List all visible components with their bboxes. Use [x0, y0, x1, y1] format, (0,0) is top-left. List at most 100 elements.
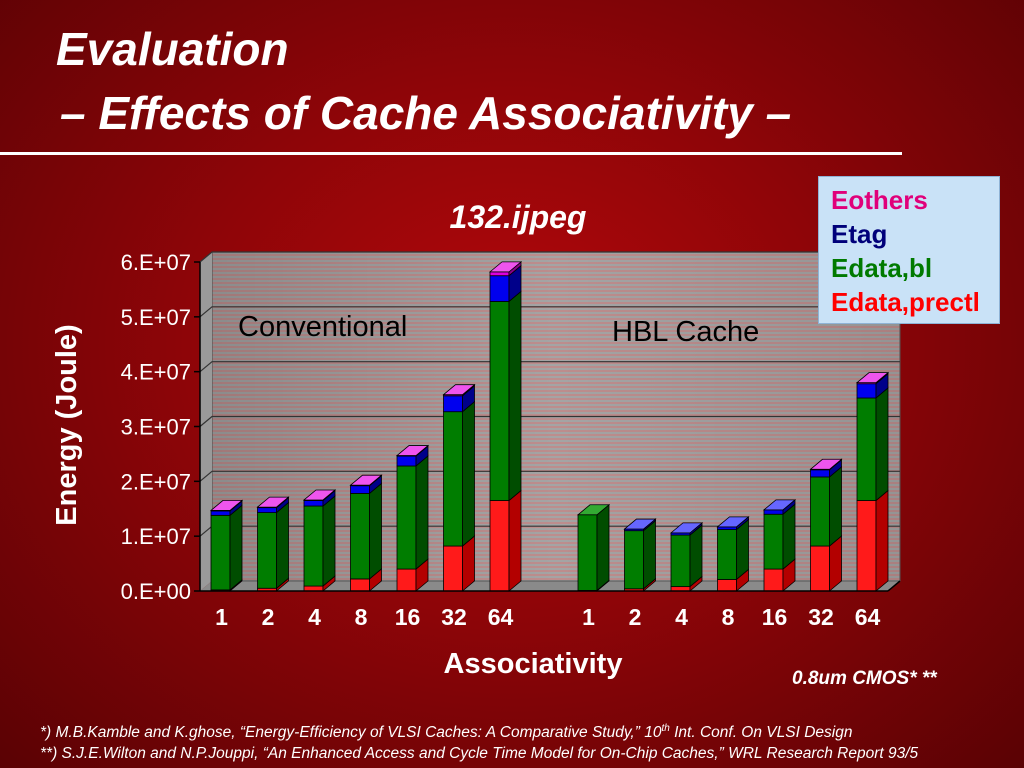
bar-hbl-32-edatabl-side: [829, 466, 842, 547]
reference-1-text: M.B.Kamble and K.ghose, “Energy-Efficien…: [51, 724, 662, 742]
bar-conv-1-top: [209, 499, 244, 511]
bar-conv-8-top: [349, 474, 383, 486]
x-axis-label: Associativity: [444, 648, 623, 680]
bar-hbl-16-edataprectl-front: [763, 568, 784, 592]
bar-hbl-8-etag-front: [717, 526, 737, 530]
bar-conv-2-edatabl-front: [257, 512, 277, 589]
reference-2-text: S.J.E.Wilton and N.P.Jouppi, “An Enhance…: [57, 745, 919, 763]
bar-hbl-16-etag-front: [763, 509, 784, 515]
bar-conv-64-top: [488, 261, 523, 273]
legend-item-etag: Etag: [831, 219, 888, 249]
y-tick-label: 5.E+07: [121, 305, 191, 330]
y-tick-label: 3.E+07: [121, 415, 191, 440]
x-tick-label: 16: [395, 604, 421, 630]
reference-1-tail: Int. Conf. On VLSI Design: [669, 724, 853, 742]
bar-hbl-2-edatabl-front: [624, 530, 644, 590]
reference-1-sup: th: [661, 723, 670, 734]
bar-hbl-16-edatabl-front: [763, 513, 784, 570]
bar-conv-2-etag-front: [257, 507, 277, 513]
bar-hbl-8-edataprectl-front: [717, 579, 737, 592]
x-tick-label: 1: [215, 604, 228, 630]
bar-hbl-4-edatabl-front: [670, 534, 691, 588]
bar-hbl-8-edatabl-front: [717, 529, 737, 580]
bar-conv-64-edataprectl-front: [489, 500, 510, 592]
x-tick-label: 2: [629, 604, 642, 630]
legend-item-eothers: Eothers: [831, 185, 928, 215]
bar-conv-64-edataprectl-side: [508, 489, 522, 592]
group-label-conventional: Conventional: [238, 311, 407, 343]
bar-hbl-16-edatabl-side: [782, 503, 796, 570]
bar-hbl-32-edataprectl-front: [810, 545, 830, 592]
bar-conv-2-edatabl-side: [276, 501, 289, 590]
x-tick-label: 32: [808, 604, 834, 630]
bar-hbl-8-top: [716, 516, 750, 528]
bar-conv-64-edatabl-side: [508, 290, 522, 502]
y-axis-label: Energy (Joule): [51, 324, 83, 525]
bar-conv-64-etag-front: [489, 275, 510, 302]
gridline: [199, 361, 900, 373]
bar-hbl-64-edatabl-side: [875, 387, 889, 502]
bar-conv-64-eothers-front: [489, 271, 510, 277]
bar-hbl-64-edataprectl-side: [875, 489, 889, 592]
reference-2-mark: **): [40, 745, 58, 763]
bar-conv-16-edatabl-front: [396, 465, 417, 570]
title-underline: [0, 152, 902, 155]
bar-hbl-2-edatabl-side: [643, 519, 656, 590]
x-tick-label: 4: [675, 604, 688, 630]
bar-hbl-1-edatabl-front: [577, 514, 598, 591]
bar-hbl-32-etag-front: [810, 469, 830, 478]
x-tick-label: 16: [762, 604, 788, 630]
bar-conv-8-edataprectl-front: [350, 578, 370, 592]
y-tick-label: 0.E+00: [121, 579, 191, 604]
bar-hbl-32-edatabl-front: [810, 476, 830, 547]
reference-1: *) M.B.Kamble and K.ghose, “Energy-Effic…: [40, 718, 918, 743]
legend: Eothers Etag Edata,bl Edata,prectl: [818, 176, 1000, 324]
x-tick-label: 1: [582, 604, 595, 630]
gridline: [199, 251, 900, 263]
bar-conv-1-edatabl-front: [210, 514, 231, 591]
x-tick-label: 8: [355, 604, 368, 630]
bar-hbl-16-top: [762, 499, 797, 511]
bar-conv-1-etag-front: [210, 510, 231, 516]
bar-conv-8-edatabl-side: [369, 482, 382, 580]
bar-hbl-64-etag-front: [856, 383, 877, 399]
bar-conv-4-etag-front: [303, 500, 324, 507]
bar-conv-8-etag-front: [350, 485, 370, 494]
bar-conv-4-top: [302, 489, 337, 501]
bar-hbl-64-edataprectl-front: [856, 500, 877, 592]
bar-hbl-2-top: [623, 518, 657, 530]
chart-title: 132.ijpeg: [450, 199, 587, 235]
bar-conv-32-etag-front: [443, 395, 463, 413]
bar-conv-64-edatabl-front: [489, 301, 510, 501]
bar-conv-32-edatabl-front: [443, 411, 463, 547]
gridline: [199, 415, 900, 427]
bar-hbl-4-top: [669, 522, 704, 534]
group-label-hbl: HBL Cache: [612, 316, 759, 348]
bar-conv-32-edataprectl-front: [443, 545, 463, 592]
bar-conv-16-etag-front: [396, 455, 417, 467]
bar-hbl-1-top: [576, 504, 611, 516]
legend-item-edata-bl: Edata,bl: [831, 253, 933, 283]
gridline: [199, 470, 900, 482]
gridline: [199, 306, 900, 318]
reference-2: **) S.J.E.Wilton and N.P.Jouppi, “An Enh…: [40, 743, 918, 764]
bar-conv-1-edatabl-side: [229, 504, 243, 591]
bar-conv-16-edataprectl-front: [396, 568, 417, 592]
references: *) M.B.Kamble and K.ghose, “Energy-Effic…: [40, 718, 918, 764]
x-tick-label: 2: [262, 604, 275, 630]
technology-note: 0.8um CMOS* **: [792, 668, 937, 689]
x-tick-label: 64: [488, 604, 514, 630]
bar-conv-16-top: [395, 445, 430, 456]
bar-conv-4-edatabl-front: [303, 505, 324, 587]
bar-hbl-64-edatabl-front: [856, 397, 877, 501]
y-tick-label: 2.E+07: [121, 469, 191, 494]
x-tick-label: 4: [308, 604, 321, 630]
y-tick-label: 1.E+07: [121, 524, 191, 549]
x-tick-label: 64: [855, 604, 881, 630]
bar-conv-8-edatabl-front: [350, 492, 370, 580]
bar-hbl-32-top: [809, 458, 843, 470]
bar-hbl-1-edatabl-side: [596, 503, 610, 592]
bar-conv-32-top: [442, 384, 476, 396]
x-tick-label: 32: [441, 604, 467, 630]
